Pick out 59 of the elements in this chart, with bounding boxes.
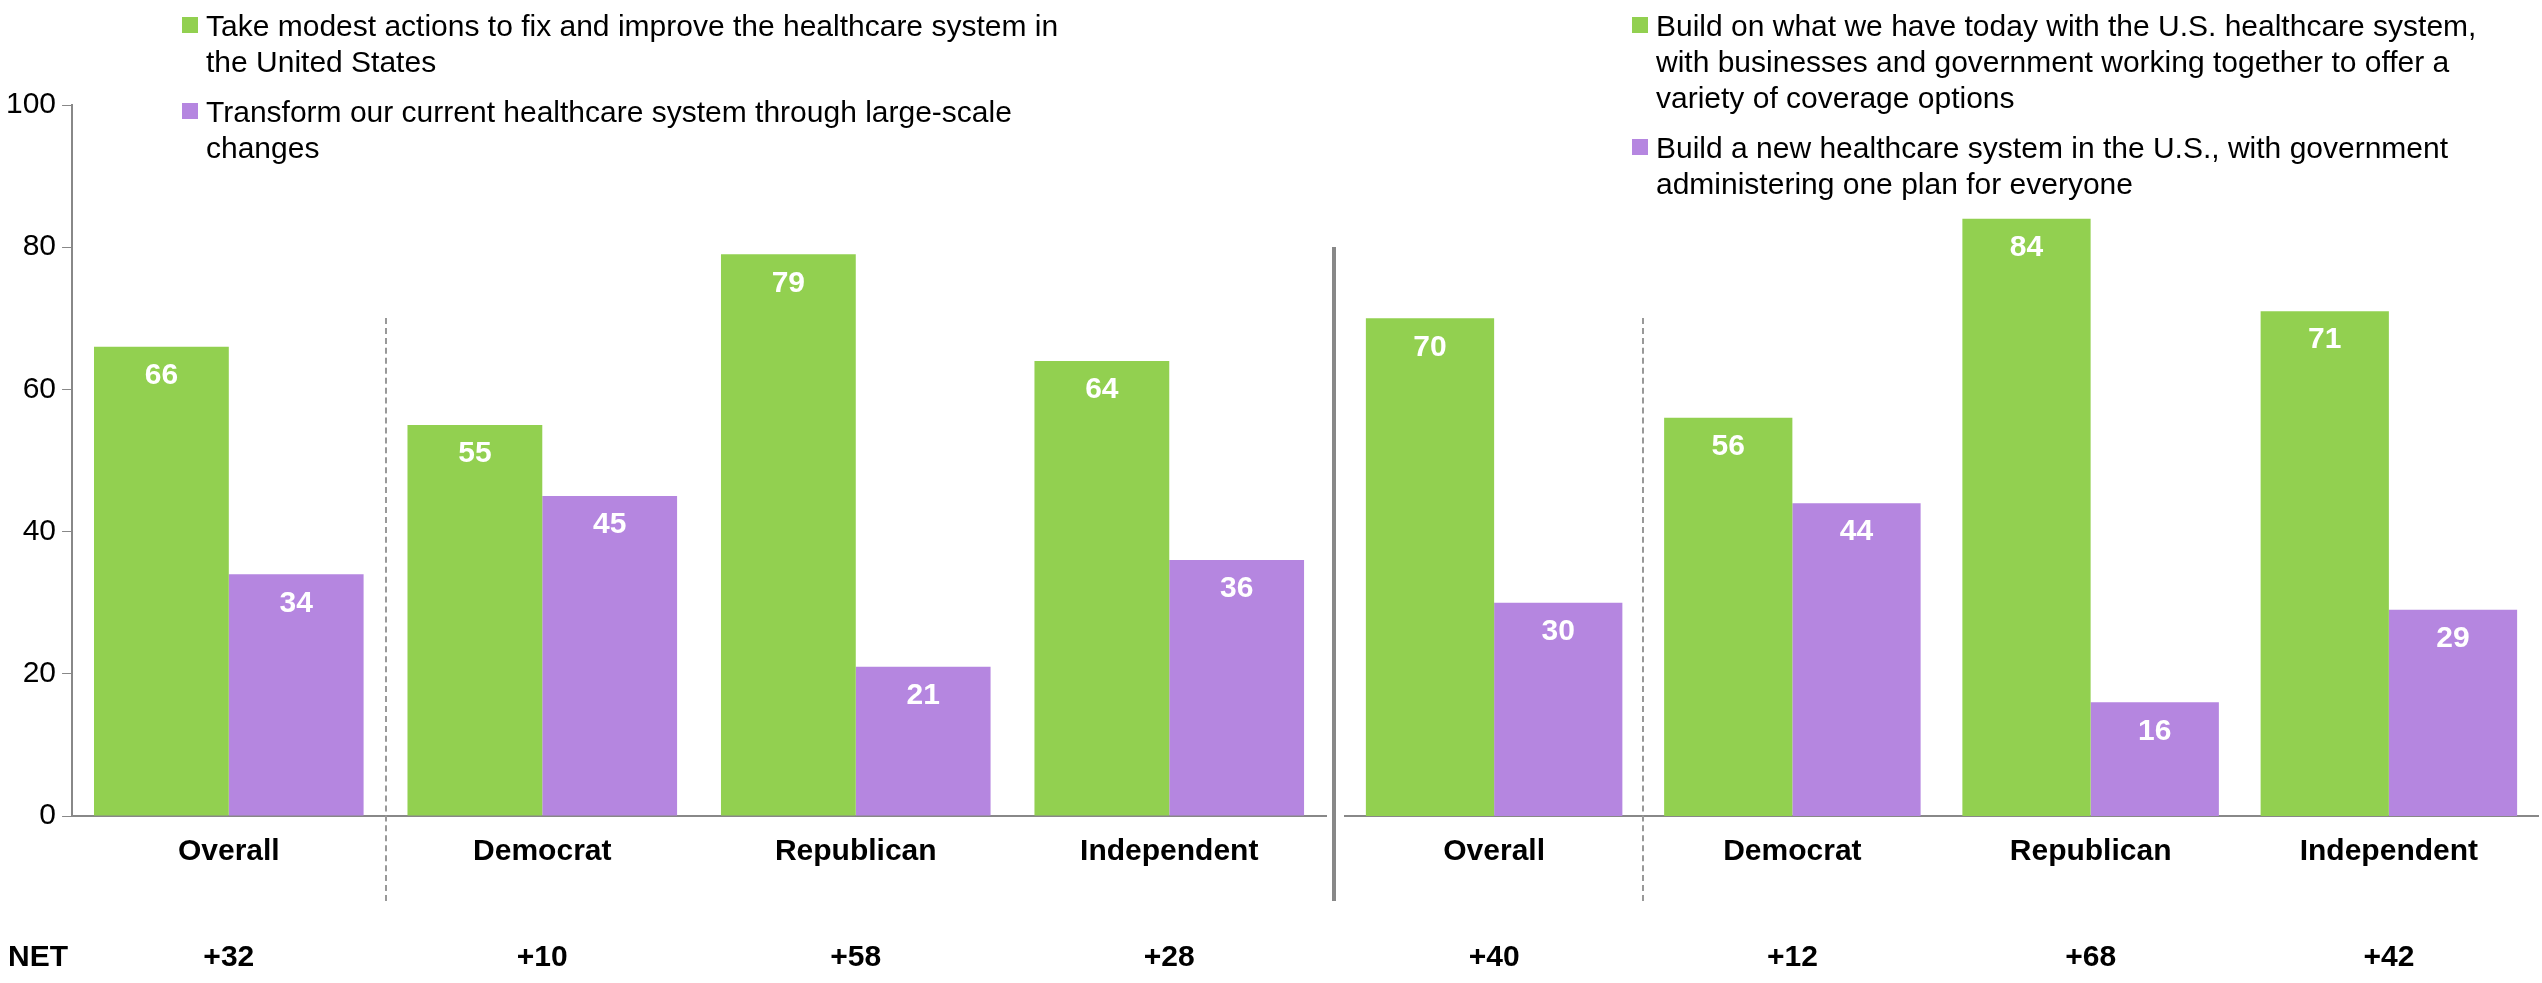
bar [228,574,364,816]
data-label: 55 [458,435,492,469]
y-tick-label: 80 [22,228,57,262]
data-label: 30 [1541,612,1575,646]
y-tick-label: 0 [39,797,57,831]
y-tick-label: 20 [22,655,57,689]
text: NET [8,939,68,973]
x-tick-label: Democrat [473,833,612,867]
data-label: 29 [2436,620,2470,654]
bar [407,424,543,816]
legend-label: Transform our current healthcare system through large-scale changes [206,94,1013,166]
bar [1792,503,1921,816]
bar [2090,702,2219,816]
bar [1365,318,1495,816]
bar [542,496,678,816]
bar [94,346,229,816]
data-label: 56 [1711,428,1745,462]
data-label: 71 [2308,321,2342,355]
bar [1494,602,1623,816]
data-label: 44 [1839,513,1874,547]
bar [855,666,991,816]
text: +28 [1143,939,1195,973]
legend-label: Build a new healthcare system in the U.S., with government administering one plan for everyone [1656,130,2450,202]
x-tick-label: Democrat [1723,833,1862,867]
x-tick-label: Overall [177,833,280,867]
data-label: 16 [2138,712,2172,746]
text: +10 [516,939,568,973]
data-label: 36 [1219,570,1254,604]
bar [1962,218,2091,816]
data-label: 64 [1085,371,1119,405]
y-tick-label: 40 [22,512,57,546]
data-label: 84 [2009,229,2044,263]
bar [720,254,856,816]
bar [1034,360,1170,816]
text: +12 [1766,939,1818,973]
legend-label: Take modest actions to fix and improve the healthcare system in the United States [206,8,1060,80]
bar [1169,560,1305,816]
bar [2388,609,2518,816]
data-label: 21 [906,676,940,710]
bar [2260,311,2389,816]
x-tick-label: Republican [774,833,937,867]
x-tick-label: Republican [2009,833,2172,867]
y-tick-label: 60 [22,370,57,404]
text: +58 [830,939,882,973]
text: +68 [2065,939,2117,973]
y-tick-label: 100 [5,86,57,120]
bar [1664,417,1793,816]
text: +32 [203,939,255,973]
data-label: 34 [279,584,314,618]
data-label: 79 [771,264,806,298]
data-label: 70 [1413,328,1447,362]
text: +42 [2363,939,2415,973]
legend-label: Build on what we have today with the U.S. healthcare system, with businesses and government working together to offer a variety of coverage options [1656,8,2478,116]
data-label: 66 [144,357,179,391]
x-tick-label: Independent [2299,833,2479,867]
x-tick-label: Overall [1443,833,1545,867]
data-label: 45 [593,506,627,540]
text: +40 [1468,939,1520,973]
x-tick-label: Independent [1080,833,1259,867]
